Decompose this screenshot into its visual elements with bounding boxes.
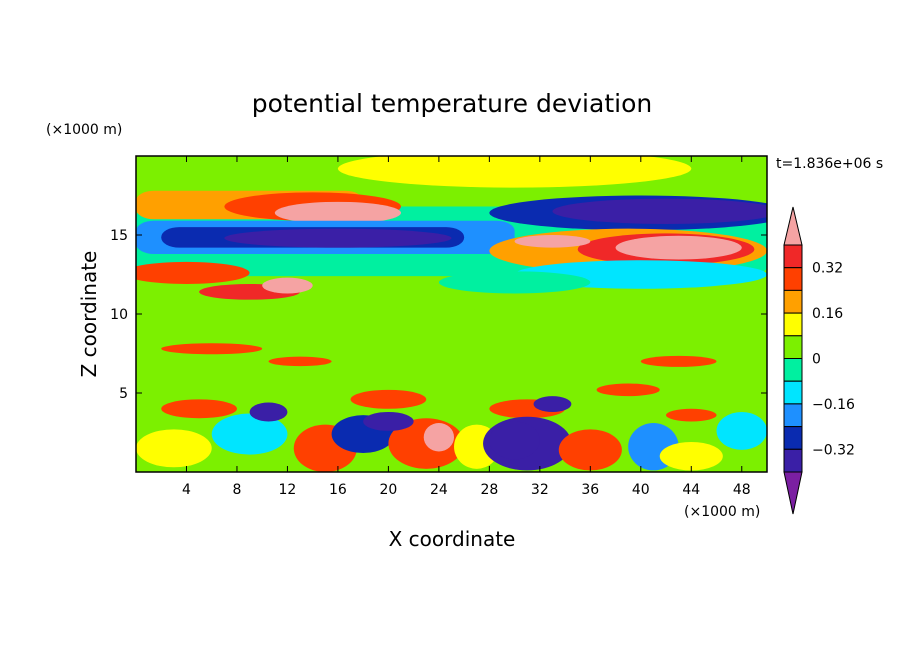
colorbar-triangle-top	[783, 206, 803, 246]
field-core	[274, 201, 402, 224]
y-axis: 5 10 15	[110, 228, 767, 402]
x-tick-label: 32	[531, 482, 549, 498]
field-core	[262, 277, 313, 294]
x-tick-label: 8	[232, 482, 241, 498]
field-contour	[350, 389, 427, 409]
colorbar-box	[783, 289, 803, 314]
colorbar-box	[783, 380, 803, 405]
x-axis-label: X coordinate	[389, 527, 516, 551]
heatmap-field	[136, 156, 767, 472]
x-tick-label: 4	[182, 482, 191, 498]
field-contour	[224, 228, 452, 248]
y-tick-label: 5	[119, 386, 128, 402]
field-contour	[161, 399, 237, 419]
field-contour	[596, 383, 660, 397]
field-contour	[268, 356, 332, 367]
colorbar: 0.32 0.16 0 −0.16 −0.32	[783, 206, 855, 515]
colorbar-box	[783, 403, 803, 428]
field-contour	[136, 299, 439, 345]
colorbar-box	[783, 426, 803, 450]
colorbar-label: −0.16	[812, 397, 855, 413]
field-contour	[161, 343, 263, 355]
field-contour	[558, 429, 622, 471]
y-tick-label: 15	[110, 228, 128, 244]
colorbar-box	[783, 358, 803, 382]
field-core	[514, 235, 591, 248]
y-axis-label: Z coordinate	[77, 251, 101, 378]
x-tick-label: 24	[430, 482, 448, 498]
colorbar-label: 0.16	[812, 306, 843, 322]
field-contour	[659, 441, 723, 471]
field-contour	[552, 198, 767, 224]
x-tick-label: 40	[632, 482, 650, 498]
field-contour	[716, 411, 767, 450]
x-tick-label: 12	[279, 482, 297, 498]
colorbar-label: −0.32	[812, 442, 855, 458]
x-axis: 4 8 12 16 20 24 28 32 36 40 44 48	[182, 156, 751, 498]
field-contour	[136, 261, 250, 284]
field-contour	[640, 355, 717, 367]
field-contour	[211, 413, 288, 455]
field-contour	[533, 396, 572, 412]
field-contour	[249, 402, 288, 422]
field-contour	[489, 421, 540, 460]
colorbar-box	[783, 335, 803, 359]
x-tick-label: 48	[733, 482, 751, 498]
field-contour	[438, 271, 591, 294]
colorbar-box	[783, 244, 803, 269]
x-tick-label: 44	[682, 482, 700, 498]
x-tick-label: 28	[480, 482, 498, 498]
field-core	[615, 235, 742, 260]
chart-title: potential temperature deviation	[252, 89, 652, 118]
colorbar-box	[783, 448, 803, 473]
field-contour	[136, 429, 212, 468]
x-axis-unit: (×1000 m)	[684, 504, 760, 520]
field-contour	[666, 408, 717, 422]
colorbar-triangle-bottom	[783, 471, 803, 515]
field-contour	[337, 156, 692, 188]
colorbar-box	[783, 312, 803, 337]
colorbar-label: 0.32	[812, 261, 843, 277]
field-contour	[363, 411, 414, 431]
x-tick-label: 16	[329, 482, 347, 498]
x-tick-label: 20	[379, 482, 397, 498]
y-axis-unit: (×1000 m)	[46, 122, 122, 138]
x-tick-label: 36	[581, 482, 599, 498]
y-tick-label: 10	[110, 307, 128, 323]
time-label: t=1.836e+06 s	[776, 156, 883, 172]
field-core	[423, 423, 455, 452]
colorbar-box	[783, 267, 803, 291]
colorbar-label: 0	[812, 352, 821, 368]
field-contour	[236, 339, 641, 365]
